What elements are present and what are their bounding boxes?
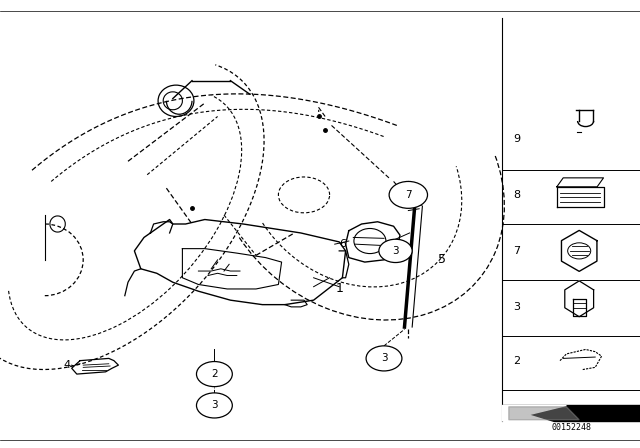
Text: 3: 3: [392, 246, 399, 256]
Text: 9: 9: [513, 134, 521, 144]
Text: 3: 3: [381, 353, 387, 363]
Text: 8: 8: [513, 190, 521, 200]
Text: 00152248: 00152248: [552, 423, 591, 432]
Circle shape: [379, 239, 412, 263]
Polygon shape: [564, 281, 594, 317]
Circle shape: [366, 346, 402, 371]
Circle shape: [196, 393, 232, 418]
Text: 7: 7: [405, 190, 412, 200]
Text: 2: 2: [513, 356, 521, 366]
Text: 3: 3: [211, 401, 218, 410]
Circle shape: [196, 362, 232, 387]
Text: 7: 7: [513, 246, 521, 256]
Text: 2: 2: [211, 369, 218, 379]
Text: 3: 3: [514, 302, 520, 312]
Polygon shape: [557, 187, 604, 207]
Polygon shape: [509, 407, 579, 420]
Text: 1: 1: [335, 282, 343, 296]
Text: 5: 5: [438, 253, 445, 267]
Polygon shape: [502, 405, 640, 421]
Text: 6: 6: [339, 239, 346, 249]
Text: 4: 4: [63, 360, 71, 370]
Polygon shape: [502, 405, 566, 421]
Circle shape: [389, 181, 428, 208]
